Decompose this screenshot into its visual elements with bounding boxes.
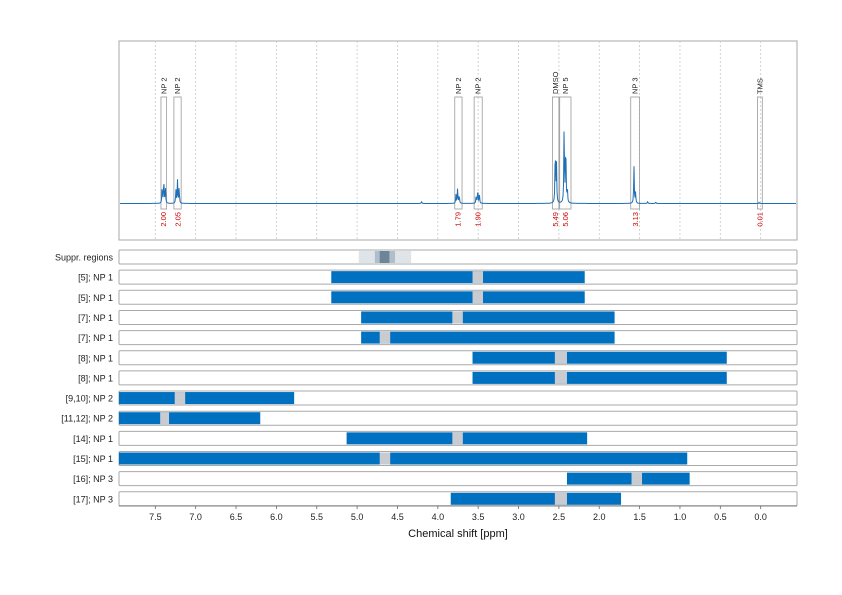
integral-value: 1.90 bbox=[474, 212, 483, 227]
x-tick-label: 3.5 bbox=[472, 512, 485, 522]
x-tick-label: 7.0 bbox=[189, 512, 202, 522]
assignment-bar bbox=[346, 432, 588, 445]
assignment-gap bbox=[379, 331, 391, 344]
x-tick-label: 2.0 bbox=[593, 512, 606, 522]
assignment-row-label: [8]; NP 1 bbox=[78, 353, 113, 363]
assignment-gap bbox=[554, 371, 567, 384]
assignment-row-label: [5]; NP 1 bbox=[78, 273, 113, 283]
integral-labels: 2.00 2.05 1.79 1.90 5.49 5.06 3.13 0.01 bbox=[159, 212, 764, 227]
assignment-gap bbox=[452, 311, 463, 324]
assignment-row-label: [11,12]; NP 2 bbox=[61, 414, 113, 424]
peak-region-box bbox=[559, 96, 572, 210]
x-tick-label: 6.5 bbox=[230, 512, 243, 522]
assignment-gap bbox=[554, 492, 567, 505]
assignment-row-label: [7]; NP 1 bbox=[78, 313, 113, 323]
suppression-inner bbox=[379, 251, 390, 263]
integral-value: 3.13 bbox=[631, 212, 640, 227]
peak-region-box bbox=[173, 96, 182, 210]
assignment-bar bbox=[472, 351, 727, 364]
peak-region-label: NP 2 bbox=[159, 77, 168, 94]
assignment-row-label: [9,10]; NP 2 bbox=[66, 394, 113, 404]
integral-value: 2.05 bbox=[173, 212, 182, 227]
assignment-row-label: [7]; NP 1 bbox=[78, 333, 113, 343]
x-tick-label: 3.0 bbox=[512, 512, 525, 522]
peak-region-box bbox=[552, 96, 560, 210]
peak-region-box bbox=[757, 96, 763, 210]
integral-value: 1.79 bbox=[454, 212, 463, 227]
assignment-bar bbox=[566, 472, 690, 485]
assignment-gap bbox=[472, 271, 484, 284]
x-tick-label: 1.0 bbox=[674, 512, 687, 522]
peak-region-box bbox=[630, 96, 641, 210]
x-tick-label: 5.0 bbox=[351, 512, 364, 522]
spectrum-panel: NP 2 NP 2 NP 2 NP 2 DMSO NP 5 NP 3 TMS 2.00 2.05… bbox=[118, 40, 798, 241]
x-tick-label: 6.0 bbox=[270, 512, 283, 522]
x-axis-title: Chemical shift [ppm] bbox=[408, 528, 508, 540]
spectrum-frame bbox=[118, 40, 798, 241]
x-axis: 7.5 7.0 6.5 6.0 5.5 5.0 4.5 4.0 3.5 3.0 2.5 2.0 1.5 1… bbox=[119, 505, 797, 522]
peak-region-label: NP 2 bbox=[454, 77, 463, 94]
assignment-bar bbox=[450, 492, 622, 505]
peak-annotations: NP 2 NP 2 NP 2 NP 2 DMSO NP 5 NP 3 TMS bbox=[159, 71, 764, 210]
x-tick-label: 1.5 bbox=[633, 512, 646, 522]
suppression-row-frame bbox=[118, 249, 798, 265]
assignment-gap bbox=[174, 392, 186, 405]
peak-region-box bbox=[160, 96, 168, 210]
assignment-row-label: [5]; NP 1 bbox=[78, 293, 113, 303]
peak-region-label: NP 3 bbox=[631, 77, 640, 94]
assignment-gap bbox=[472, 291, 484, 304]
peak-region-box bbox=[454, 96, 463, 210]
assignment-gap bbox=[379, 452, 391, 465]
x-tick-label: 4.0 bbox=[432, 512, 445, 522]
assignment-row-label: [17]; NP 3 bbox=[73, 494, 113, 504]
assignment-gap bbox=[452, 432, 463, 445]
peak-region-label: DMSO bbox=[551, 71, 560, 94]
x-tick-label: 0.5 bbox=[714, 512, 727, 522]
x-tick-label: 4.5 bbox=[391, 512, 404, 522]
x-tick-label: 7.5 bbox=[149, 512, 162, 522]
x-tick-label: 0.0 bbox=[754, 512, 767, 522]
assignment-row-label: [15]; NP 1 bbox=[73, 454, 113, 464]
integral-value: 5.06 bbox=[561, 212, 570, 227]
peak-region-label: NP 2 bbox=[173, 77, 182, 94]
assignment-gap bbox=[631, 472, 643, 485]
assignment-row-frame bbox=[118, 471, 798, 487]
assignment-bar bbox=[119, 392, 295, 405]
peak-region-label: NP 2 bbox=[474, 77, 483, 94]
peak-region-label: NP 5 bbox=[561, 77, 570, 94]
assignment-bar bbox=[472, 371, 727, 384]
assignment-gap bbox=[554, 351, 567, 364]
integral-value: 5.49 bbox=[551, 212, 560, 227]
x-tick-label: 5.5 bbox=[310, 512, 323, 522]
assignment-rows: Suppr. regions [5]; NP 1 [5]; NP 1 [7]; NP … bbox=[55, 249, 798, 507]
integral-value: 2.00 bbox=[159, 212, 168, 227]
suppression-row-label: Suppr. regions bbox=[55, 253, 114, 263]
assignment-bar bbox=[119, 452, 688, 465]
assignment-bar bbox=[361, 331, 615, 344]
spectrum-line bbox=[120, 131, 796, 204]
assignment-bar bbox=[119, 412, 261, 425]
assignment-row-label: [16]; NP 3 bbox=[73, 474, 113, 484]
assignment-gap bbox=[160, 412, 170, 425]
assignment-bar bbox=[361, 311, 615, 324]
peak-region-box bbox=[473, 96, 483, 210]
spectrum-gridlines bbox=[154, 41, 762, 240]
assignment-bar bbox=[331, 291, 585, 304]
assignment-row-label: [14]; NP 1 bbox=[73, 434, 113, 444]
x-tick-label: 2.5 bbox=[553, 512, 566, 522]
assignment-bar bbox=[331, 271, 585, 284]
peak-region-label: TMS bbox=[755, 78, 764, 94]
assignment-row-label: [8]; NP 1 bbox=[78, 373, 113, 383]
integral-value: 0.01 bbox=[755, 212, 764, 227]
